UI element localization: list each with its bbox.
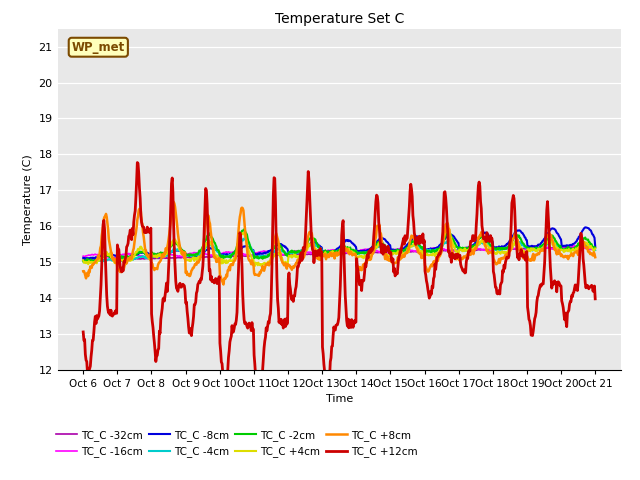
TC_C -32cm <box>194 255 202 261</box>
TC_C -4cm <box>591 247 599 253</box>
TC_C -8cm <box>591 243 599 249</box>
TC_C -16cm <box>417 249 424 255</box>
TC_C -32cm <box>417 249 424 254</box>
TC_C +12cm <box>418 236 426 241</box>
TC_C +8cm <box>403 250 410 255</box>
TC_C -4cm <box>79 259 87 264</box>
TC_C -8cm <box>194 252 202 258</box>
TC_C -4cm <box>221 253 228 259</box>
TC_C -16cm <box>142 254 150 260</box>
TC_C -2cm <box>194 251 202 257</box>
TC_C -16cm <box>194 250 202 256</box>
TC_C -32cm <box>402 249 410 254</box>
TC_C +12cm <box>403 236 410 242</box>
TC_C -4cm <box>84 260 92 265</box>
TC_C +8cm <box>591 254 599 260</box>
TC_C +4cm <box>591 246 599 252</box>
TC_C +4cm <box>79 258 87 264</box>
TC_C +8cm <box>88 261 96 267</box>
TC_C -2cm <box>82 260 90 265</box>
TC_C -4cm <box>241 235 249 241</box>
TC_C +12cm <box>255 411 262 417</box>
TC_C +12cm <box>79 329 87 335</box>
Line: TC_C -16cm: TC_C -16cm <box>83 245 595 258</box>
Line: TC_C -2cm: TC_C -2cm <box>83 229 595 263</box>
Text: WP_met: WP_met <box>72 41 125 54</box>
TC_C -8cm <box>402 243 410 249</box>
TC_C +8cm <box>170 199 177 205</box>
TC_C +8cm <box>418 255 426 261</box>
TC_C +8cm <box>79 268 87 274</box>
X-axis label: Time: Time <box>326 394 353 404</box>
TC_C +4cm <box>417 250 424 256</box>
TC_C -4cm <box>194 252 202 258</box>
Line: TC_C -8cm: TC_C -8cm <box>83 228 595 259</box>
TC_C -32cm <box>81 258 89 264</box>
TC_C +4cm <box>193 257 201 263</box>
TC_C +8cm <box>194 260 202 265</box>
TC_C +4cm <box>88 260 96 265</box>
Legend: TC_C -32cm, TC_C -16cm, TC_C -8cm, TC_C -4cm, TC_C -2cm, TC_C +4cm, TC_C +8cm, T: TC_C -32cm, TC_C -16cm, TC_C -8cm, TC_C … <box>52 426 422 461</box>
Title: Temperature Set C: Temperature Set C <box>275 12 404 26</box>
TC_C -16cm <box>221 250 228 255</box>
TC_C -2cm <box>418 245 426 251</box>
TC_C -32cm <box>221 254 228 260</box>
TC_C +4cm <box>251 263 259 269</box>
TC_C -16cm <box>88 252 96 257</box>
TC_C -8cm <box>221 252 228 258</box>
TC_C +12cm <box>194 282 202 288</box>
TC_C -32cm <box>90 257 97 263</box>
TC_C -2cm <box>591 245 599 251</box>
TC_C +4cm <box>445 227 453 232</box>
TC_C -8cm <box>90 255 97 261</box>
TC_C -2cm <box>240 227 248 232</box>
Line: TC_C -4cm: TC_C -4cm <box>83 238 595 263</box>
TC_C +8cm <box>220 282 227 288</box>
TC_C +8cm <box>222 276 230 281</box>
TC_C -2cm <box>90 258 97 264</box>
TC_C -16cm <box>591 244 599 250</box>
Line: TC_C +8cm: TC_C +8cm <box>83 202 595 285</box>
TC_C -4cm <box>418 246 426 252</box>
TC_C -8cm <box>581 225 589 230</box>
TC_C -2cm <box>142 251 150 257</box>
TC_C -2cm <box>221 254 228 260</box>
Line: TC_C +12cm: TC_C +12cm <box>83 163 595 414</box>
TC_C -16cm <box>111 255 119 261</box>
TC_C +12cm <box>591 296 599 302</box>
TC_C -16cm <box>402 246 410 252</box>
TC_C -4cm <box>403 247 410 253</box>
TC_C -8cm <box>81 256 88 262</box>
TC_C -32cm <box>79 257 87 263</box>
TC_C -32cm <box>561 244 568 250</box>
TC_C -8cm <box>142 250 150 255</box>
TC_C -32cm <box>591 244 599 250</box>
TC_C +4cm <box>141 249 149 255</box>
TC_C +4cm <box>220 257 228 263</box>
TC_C -2cm <box>403 246 410 252</box>
TC_C -8cm <box>417 237 424 242</box>
TC_C +12cm <box>142 230 150 236</box>
TC_C -8cm <box>79 255 87 261</box>
TC_C -32cm <box>142 256 150 262</box>
TC_C -2cm <box>79 258 87 264</box>
Y-axis label: Temperature (C): Temperature (C) <box>23 154 33 245</box>
TC_C -4cm <box>142 254 150 260</box>
TC_C -4cm <box>90 258 97 264</box>
Line: TC_C +4cm: TC_C +4cm <box>83 229 595 266</box>
TC_C -16cm <box>570 242 578 248</box>
Line: TC_C -32cm: TC_C -32cm <box>83 247 595 261</box>
TC_C +12cm <box>221 378 228 384</box>
TC_C +4cm <box>402 250 410 256</box>
TC_C +12cm <box>88 337 96 343</box>
TC_C +12cm <box>134 160 141 166</box>
TC_C +8cm <box>141 247 149 252</box>
TC_C -16cm <box>79 253 87 259</box>
